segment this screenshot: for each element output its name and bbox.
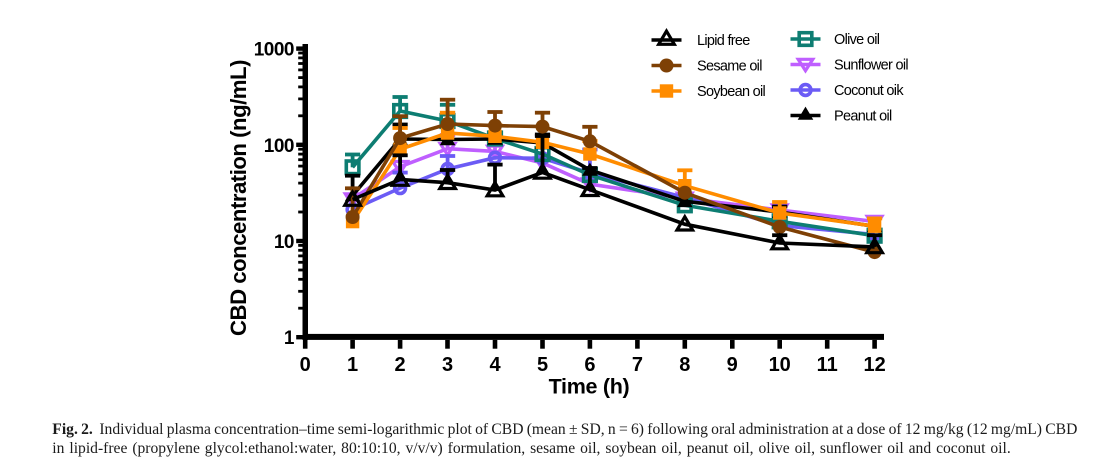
svg-text:9: 9 xyxy=(727,354,738,376)
svg-text:2: 2 xyxy=(395,354,406,376)
svg-text:Soybean oil: Soybean oil xyxy=(697,84,766,100)
svg-text:12: 12 xyxy=(863,354,885,376)
svg-text:1: 1 xyxy=(284,328,295,349)
svg-text:3: 3 xyxy=(442,354,453,376)
svg-text:10: 10 xyxy=(769,354,791,376)
svg-text:CBD concentration (ng/mL): CBD concentration (ng/mL) xyxy=(226,60,251,336)
svg-text:1000: 1000 xyxy=(254,40,294,61)
svg-text:11: 11 xyxy=(817,354,838,376)
svg-text:4: 4 xyxy=(489,354,501,376)
svg-text:0: 0 xyxy=(300,354,311,376)
svg-text:Time (h): Time (h) xyxy=(549,375,630,399)
svg-text:Peanut oil: Peanut oil xyxy=(834,109,892,125)
svg-text:1: 1 xyxy=(347,354,358,376)
svg-text:Lipid free: Lipid free xyxy=(697,33,750,49)
svg-text:Coconut oik: Coconut oik xyxy=(834,83,904,99)
svg-text:100: 100 xyxy=(264,136,294,157)
svg-text:Sesame oil: Sesame oil xyxy=(697,59,762,75)
svg-text:5: 5 xyxy=(537,354,548,376)
svg-text:8: 8 xyxy=(679,354,690,376)
svg-text:Sunflower oil: Sunflower oil xyxy=(834,58,908,74)
svg-text:6: 6 xyxy=(584,354,595,376)
svg-text:7: 7 xyxy=(632,354,643,376)
svg-text:Olive oil: Olive oil xyxy=(834,32,880,48)
svg-text:10: 10 xyxy=(274,232,294,253)
